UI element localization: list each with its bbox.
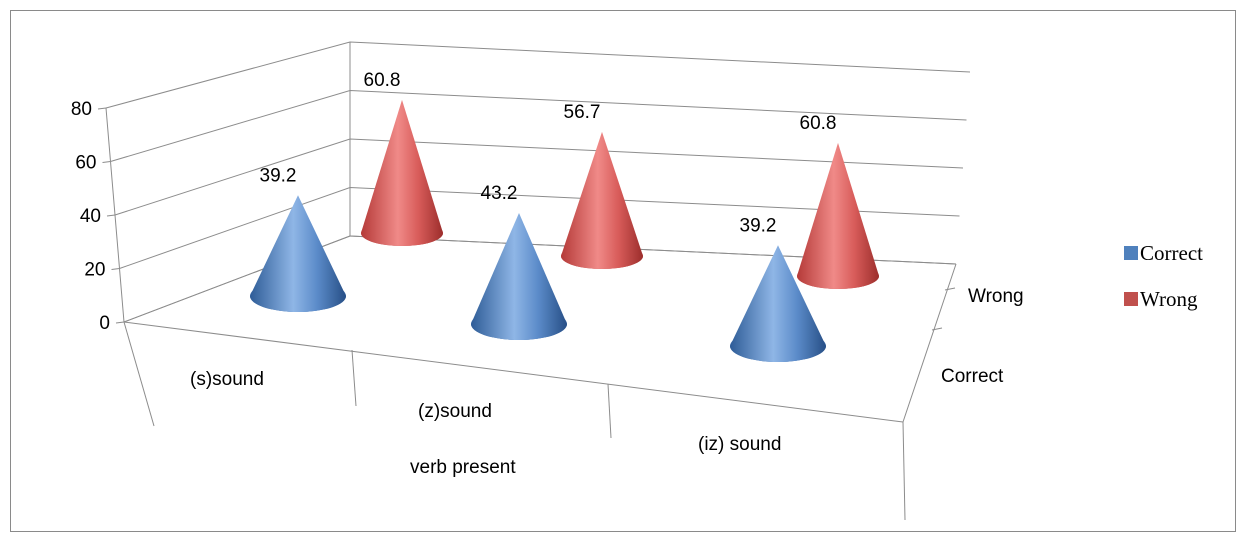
category-label-z: (z)sound [418,401,492,422]
y-tick-label-0: 0 [99,313,110,334]
y-tick-mark-20 [111,268,120,270]
cone-wrong-1 [361,99,443,247]
gridline-80 [105,41,971,109]
legend-label-wrong: Wrong [1140,287,1198,311]
y-tick-label-20: 20 [84,260,105,281]
depth-label-wrong: Wrong [968,286,1024,307]
data-label-wrong-1: 60.8 [364,70,401,91]
depth-axis-tick-1 [931,327,943,331]
cone-correct-1 [250,195,346,312]
cone-correct-3 [730,245,826,362]
depth-axis-tick-2 [944,287,956,291]
data-label-correct-1: 39.2 [260,165,297,186]
floor-front-edge [123,321,904,423]
gridlines [105,41,971,323]
y-axis-ticks: 0 20 40 60 80 [71,99,125,334]
cone-wrong-3 [797,142,879,289]
legend-label-correct: Correct [1140,241,1203,265]
x-axis-title: verb present [410,457,516,478]
y-tick-mark-0 [115,321,125,324]
category-label-iz: (iz) sound [698,434,781,455]
legend: Correct Wrong [1124,241,1203,311]
gridline-20 [119,186,960,269]
cone-body [250,195,346,312]
cone-wrong-2 [561,131,643,269]
legend-swatch-wrong [1124,292,1138,306]
category-panel-left [123,321,155,427]
chart-frame [10,10,1236,532]
data-label-correct-2: 43.2 [481,183,518,204]
cone-body [361,99,443,247]
y-tick-label-60: 60 [75,153,96,174]
gridline-0 [123,235,957,323]
data-label-correct-3: 39.2 [740,215,777,236]
depth-axis-labels: Wrong Correct [941,286,1024,387]
category-divider-1 [351,349,357,407]
category-divider-2 [607,383,612,439]
data-label-wrong-2: 56.7 [564,102,601,123]
category-panel-right [902,421,906,521]
y-tick-mark-60 [102,161,111,163]
cone-correct-2 [471,212,567,340]
data-label-wrong-3: 60.8 [800,113,837,134]
cones [250,99,879,362]
category-labels: (s)sound (z)sound (iz) sound verb presen… [190,369,781,478]
gridline-60 [110,89,967,162]
cone-body [561,131,643,269]
floor-right-edge [902,263,957,423]
category-label-s: (s)sound [190,369,264,390]
y-tick-label-40: 40 [80,206,101,227]
cone-body [730,245,826,362]
cone-body [471,212,567,340]
legend-swatch-correct [1124,246,1138,260]
gridline-40 [114,138,964,216]
y-tick-mark-80 [97,107,107,110]
data-labels: 60.8 56.7 60.8 39.2 43.2 39.2 [260,70,837,236]
y-tick-label-80: 80 [71,99,92,120]
depth-label-correct: Correct [941,366,1004,387]
cone-body [797,142,879,289]
y-tick-mark-40 [106,214,116,217]
